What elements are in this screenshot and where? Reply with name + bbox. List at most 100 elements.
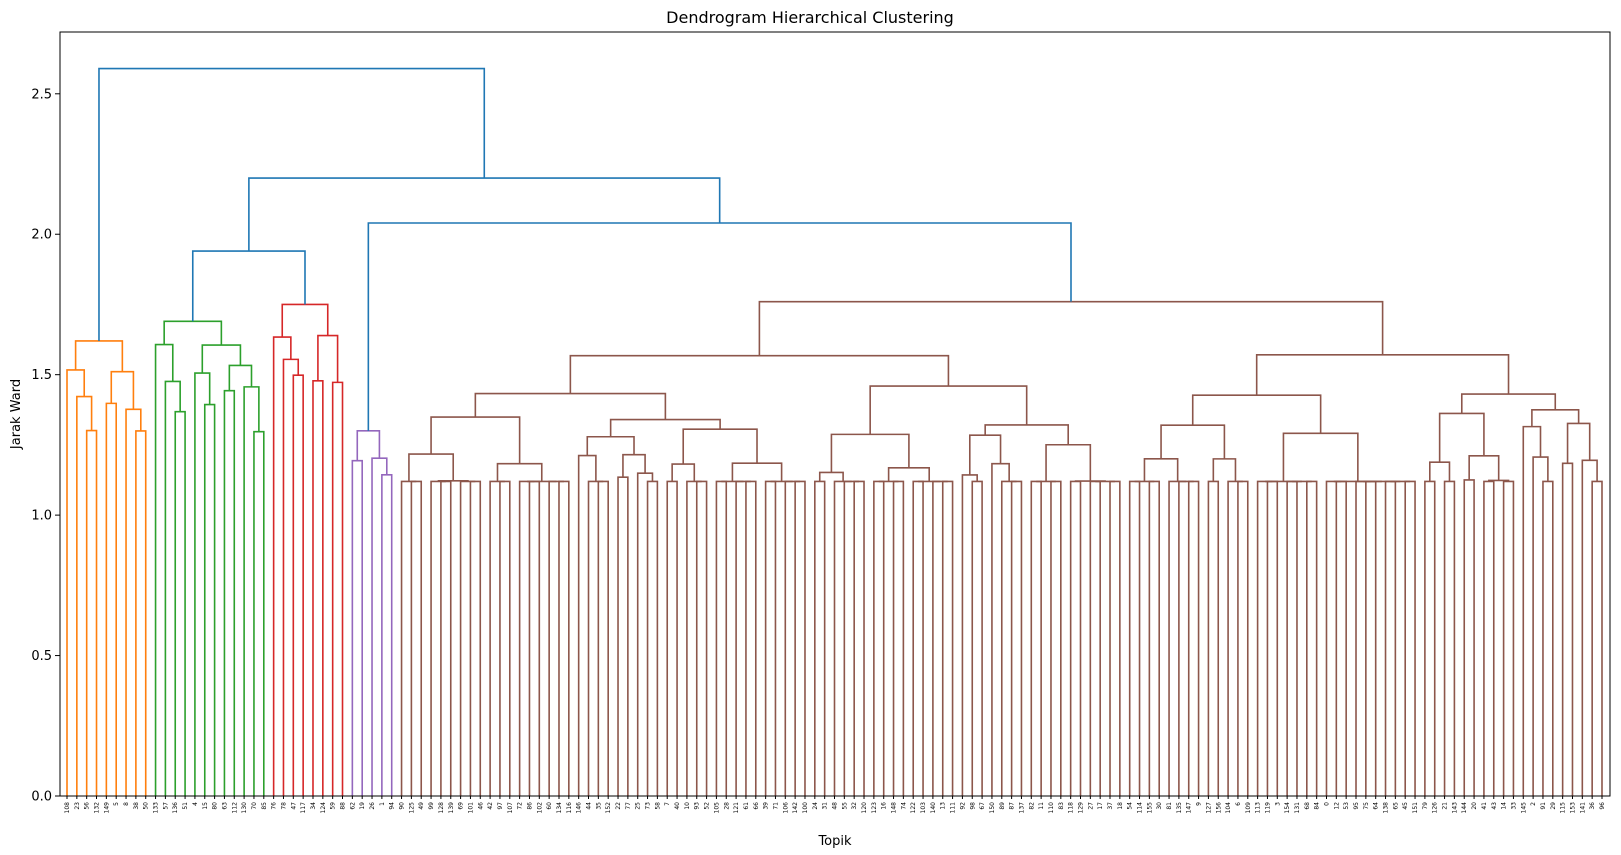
leaf-label: 51 [182, 802, 189, 810]
cluster-green-link [194, 372, 211, 796]
cluster-brown-link [1463, 479, 1475, 796]
leaf-label: 28 [723, 802, 730, 810]
leaf-label: 93 [694, 802, 701, 810]
cluster-brown-link [758, 300, 1384, 356]
cluster-brown-link [1532, 456, 1549, 796]
leaf-label: 83 [1058, 802, 1065, 810]
leaf-label: 94 [389, 802, 396, 810]
leaf-label: 66 [753, 802, 760, 810]
leaf-label: 59 [330, 802, 337, 810]
leaf-label: 25 [635, 802, 642, 810]
cluster-brown-link [666, 480, 678, 796]
cluster-brown-link [1522, 425, 1542, 796]
cluster-brown-link [1045, 443, 1092, 482]
cluster-brown-link [430, 416, 521, 464]
cluster-brown-link [1561, 462, 1574, 796]
cluster-brown-link [1069, 480, 1082, 796]
leaf-label: 68 [1304, 802, 1311, 810]
cluster-brown-link [586, 435, 635, 456]
leaf-label: 60 [546, 802, 553, 810]
cluster-red-link [331, 381, 344, 796]
cluster-brown-link [518, 480, 535, 796]
cluster-brown-link [671, 463, 696, 482]
leaf-label: 131 [1294, 802, 1301, 814]
leaf-label: 2 [1530, 802, 1537, 806]
leaf-label: 127 [1205, 802, 1212, 814]
cluster-brown-link [853, 480, 865, 796]
leaf-label: 135 [1176, 802, 1183, 814]
leaf-label: 69 [458, 802, 465, 810]
cluster-brown-link [1187, 480, 1200, 796]
cluster-green-link [243, 386, 260, 796]
leaf-label: 123 [871, 802, 878, 814]
cluster-brown-link [1256, 480, 1273, 796]
cluster-orange-link [76, 395, 93, 796]
cluster-brown-link [1109, 480, 1121, 796]
leaf-label: 154 [1284, 802, 1291, 814]
leaf-label: 114 [1137, 802, 1144, 814]
leaf-label: 3 [1274, 802, 1281, 806]
leaf-label: 99 [428, 802, 435, 810]
leaf-label: 117 [300, 802, 307, 814]
leaf-label: 133 [153, 802, 160, 814]
cluster-brown-link [1438, 412, 1485, 463]
leaf-label: 9 [1196, 802, 1203, 806]
leaf-label: 13 [940, 802, 947, 810]
leaf-label: 75 [1363, 802, 1370, 810]
cluster-brown-link [1010, 480, 1023, 796]
leaf-label: 90 [399, 802, 406, 810]
leaf-label: 113 [1255, 802, 1262, 814]
leaf-label: 76 [271, 802, 278, 810]
leaf-label: 96 [1599, 802, 1606, 810]
top-merge-link [248, 177, 721, 252]
leaf-label: 126 [1432, 802, 1439, 814]
cluster-green-link [164, 380, 181, 796]
cluster-brown-link [1384, 480, 1397, 796]
leaf-label: 89 [999, 802, 1006, 810]
cluster-purple-link [371, 457, 388, 796]
leaf-label: 27 [1087, 802, 1094, 810]
leaf-label: 147 [1186, 802, 1193, 814]
cluster-brown-link [636, 472, 654, 796]
cluster-brown-link [968, 434, 1002, 475]
leaf-label: 107 [507, 802, 514, 814]
cluster-brown-link [1566, 422, 1591, 464]
leaf-label: 97 [497, 802, 504, 810]
leaf-label: 130 [241, 802, 248, 814]
leaf-label: 57 [162, 802, 169, 810]
leaf-label: 104 [1225, 802, 1232, 814]
leaf-label: 152 [605, 802, 612, 814]
leaf-label: 84 [1314, 802, 1321, 810]
leaf-label: 86 [526, 802, 533, 810]
cluster-green-link [163, 320, 223, 346]
leaf-label: 35 [595, 802, 602, 810]
leaf-label: 54 [1127, 802, 1134, 810]
cluster-brown-link [1255, 353, 1510, 396]
leaf-label: 106 [782, 802, 789, 814]
cluster-brown-link [437, 479, 469, 482]
cluster-brown-link [617, 476, 629, 796]
leaf-label: 110 [1048, 802, 1055, 814]
cluster-brown-link [1483, 480, 1495, 796]
cluster-brown-link [735, 480, 751, 796]
cluster-brown-link [1207, 480, 1220, 796]
cluster-green-link [201, 344, 242, 374]
cluster-brown-link [818, 471, 844, 482]
leaf-label: 24 [812, 802, 819, 810]
leaf-label: 10 [684, 802, 691, 810]
leaf-label: 116 [566, 802, 573, 814]
cluster-brown-link [1355, 480, 1371, 796]
leaf-label: 91 [1540, 802, 1547, 810]
leaf-label: 20 [1471, 802, 1478, 810]
leaf-label: 125 [408, 802, 415, 814]
leaf-label: 22 [615, 802, 622, 810]
cluster-brown-link [1266, 480, 1279, 796]
y-tick-label: 2.5 [31, 87, 52, 102]
cluster-brown-link [1030, 480, 1042, 796]
leaf-label: 155 [1146, 802, 1153, 814]
leaf-label: 42 [487, 802, 494, 810]
cluster-brown-link [597, 480, 609, 796]
leaf-label: 82 [1028, 802, 1035, 810]
leaf-label: 111 [950, 802, 957, 814]
